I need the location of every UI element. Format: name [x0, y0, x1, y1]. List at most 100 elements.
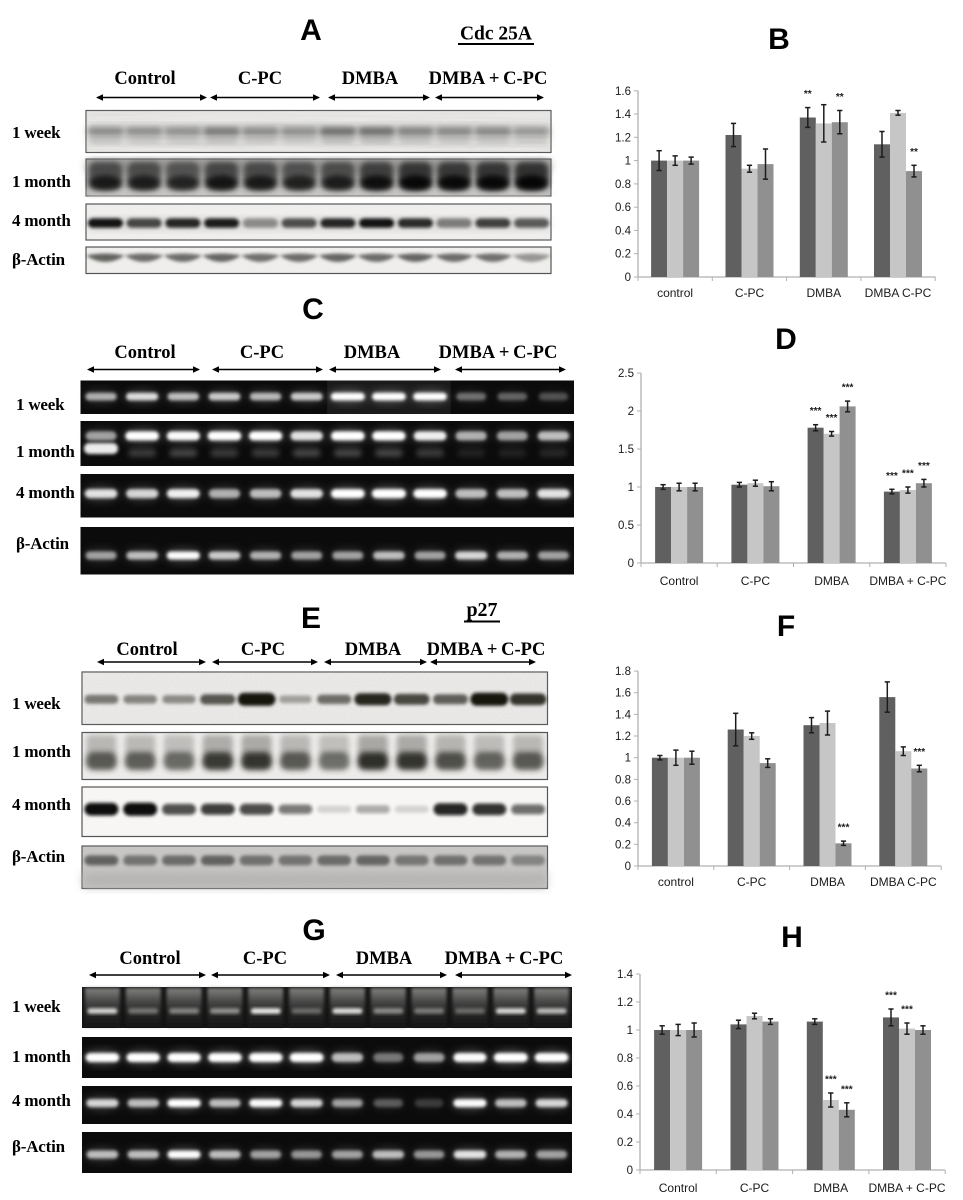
svg-text:0.4: 0.4 [615, 818, 632, 830]
svg-text:***: *** [885, 991, 897, 1002]
svg-text:DMBA: DMBA [813, 1181, 848, 1195]
svg-text:0: 0 [627, 1165, 633, 1177]
svg-text:DMBA: DMBA [814, 574, 849, 588]
svg-text:DMBA + C-PC: DMBA + C-PC [445, 949, 564, 969]
svg-text:1.2: 1.2 [615, 132, 631, 144]
svg-text:Control: Control [116, 640, 177, 660]
svg-text:β-Actin: β-Actin [16, 534, 70, 553]
svg-text:***: *** [842, 383, 854, 394]
svg-text:C-PC: C-PC [238, 69, 282, 89]
svg-text:1: 1 [627, 1025, 633, 1037]
svg-text:1: 1 [628, 482, 634, 494]
svg-text:4 month: 4 month [16, 483, 75, 502]
svg-text:DMBA: DMBA [345, 640, 402, 660]
svg-text:0.6: 0.6 [617, 1081, 633, 1093]
svg-text:1 month: 1 month [12, 172, 71, 191]
svg-text:H: H [781, 921, 803, 954]
svg-text:0.4: 0.4 [615, 225, 632, 237]
svg-text:***: *** [838, 823, 850, 834]
svg-text:D: D [775, 323, 797, 356]
svg-text:A: A [300, 14, 322, 47]
svg-text:1 week: 1 week [12, 694, 61, 713]
svg-text:C-PC: C-PC [240, 343, 284, 363]
svg-text:DMBA C-PC: DMBA C-PC [865, 286, 932, 300]
svg-text:C-PC: C-PC [241, 640, 285, 660]
svg-text:DMBA + C-PC: DMBA + C-PC [427, 640, 546, 660]
svg-text:Control: Control [114, 69, 175, 89]
svg-text:Control: Control [114, 343, 175, 363]
svg-text:1.4: 1.4 [615, 709, 632, 721]
svg-text:E: E [301, 602, 321, 635]
svg-text:**: ** [910, 147, 918, 158]
svg-text:C-PC: C-PC [243, 949, 287, 969]
svg-text:p27: p27 [466, 599, 497, 621]
svg-text:0: 0 [625, 861, 631, 873]
svg-text:1.6: 1.6 [615, 688, 631, 700]
svg-text:1 week: 1 week [16, 395, 65, 414]
svg-text:0.2: 0.2 [615, 249, 631, 261]
svg-text:DMBA: DMBA [356, 949, 413, 969]
svg-text:0.8: 0.8 [615, 179, 631, 191]
svg-text:0.4: 0.4 [617, 1109, 634, 1121]
svg-text:0: 0 [628, 558, 634, 570]
svg-text:1 month: 1 month [12, 742, 71, 761]
svg-text:4 month: 4 month [12, 211, 71, 230]
svg-text:0: 0 [625, 272, 631, 284]
svg-text:4 month: 4 month [12, 1091, 71, 1110]
svg-text:Control: Control [660, 574, 699, 588]
svg-text:control: control [658, 875, 694, 889]
svg-text:Control: Control [119, 949, 180, 969]
svg-text:control: control [657, 286, 693, 300]
svg-text:***: *** [902, 469, 914, 480]
svg-text:DMBA: DMBA [342, 69, 399, 89]
svg-text:Control: Control [659, 1181, 698, 1195]
svg-text:1 week: 1 week [12, 997, 61, 1016]
svg-text:C: C [302, 293, 324, 326]
svg-text:0.2: 0.2 [615, 839, 631, 851]
svg-text:F: F [777, 610, 795, 643]
svg-text:1: 1 [625, 753, 631, 765]
svg-text:β-Actin: β-Actin [12, 847, 66, 866]
svg-text:1.5: 1.5 [618, 444, 634, 456]
svg-text:DMBA C-PC: DMBA C-PC [870, 875, 937, 889]
svg-text:***: *** [825, 1075, 837, 1086]
svg-text:***: *** [810, 406, 822, 417]
svg-text:**: ** [836, 92, 844, 103]
svg-text:C-PC: C-PC [741, 574, 771, 588]
svg-text:C-PC: C-PC [737, 875, 767, 889]
svg-text:DMBA + C-PC: DMBA + C-PC [869, 574, 946, 588]
svg-text:***: *** [901, 1005, 913, 1016]
svg-text:DMBA + C-PC: DMBA + C-PC [429, 69, 548, 89]
svg-text:1: 1 [625, 156, 631, 168]
svg-text:1.6: 1.6 [615, 86, 631, 98]
svg-text:1.2: 1.2 [617, 997, 633, 1009]
svg-text:***: *** [886, 471, 898, 482]
svg-text:B: B [768, 23, 790, 56]
svg-text:1.2: 1.2 [615, 731, 631, 743]
svg-text:1 week: 1 week [12, 123, 61, 142]
svg-text:***: *** [826, 413, 838, 424]
svg-text:1.8: 1.8 [615, 666, 631, 678]
svg-text:0.5: 0.5 [618, 520, 634, 532]
svg-text:β-Actin: β-Actin [12, 250, 66, 269]
svg-text:β-Actin: β-Actin [12, 1137, 66, 1156]
svg-text:C-PC: C-PC [735, 286, 765, 300]
svg-text:1.4: 1.4 [617, 969, 634, 981]
svg-text:DMBA: DMBA [810, 875, 845, 889]
svg-text:DMBA: DMBA [344, 343, 401, 363]
svg-text:G: G [302, 914, 325, 947]
svg-text:0.6: 0.6 [615, 202, 631, 214]
svg-text:2: 2 [628, 406, 634, 418]
svg-text:**: ** [804, 89, 812, 100]
svg-text:1 month: 1 month [16, 442, 75, 461]
svg-text:***: *** [913, 747, 925, 758]
svg-text:0.8: 0.8 [615, 774, 631, 786]
svg-text:C-PC: C-PC [740, 1181, 770, 1195]
svg-text:DMBA + C-PC: DMBA + C-PC [868, 1181, 945, 1195]
svg-text:1 month: 1 month [12, 1047, 71, 1066]
svg-text:***: *** [918, 461, 930, 472]
svg-text:DMBA: DMBA [806, 286, 841, 300]
svg-text:Cdc 25A: Cdc 25A [460, 24, 532, 45]
svg-text:4 month: 4 month [12, 795, 71, 814]
svg-text:***: *** [841, 1084, 853, 1095]
